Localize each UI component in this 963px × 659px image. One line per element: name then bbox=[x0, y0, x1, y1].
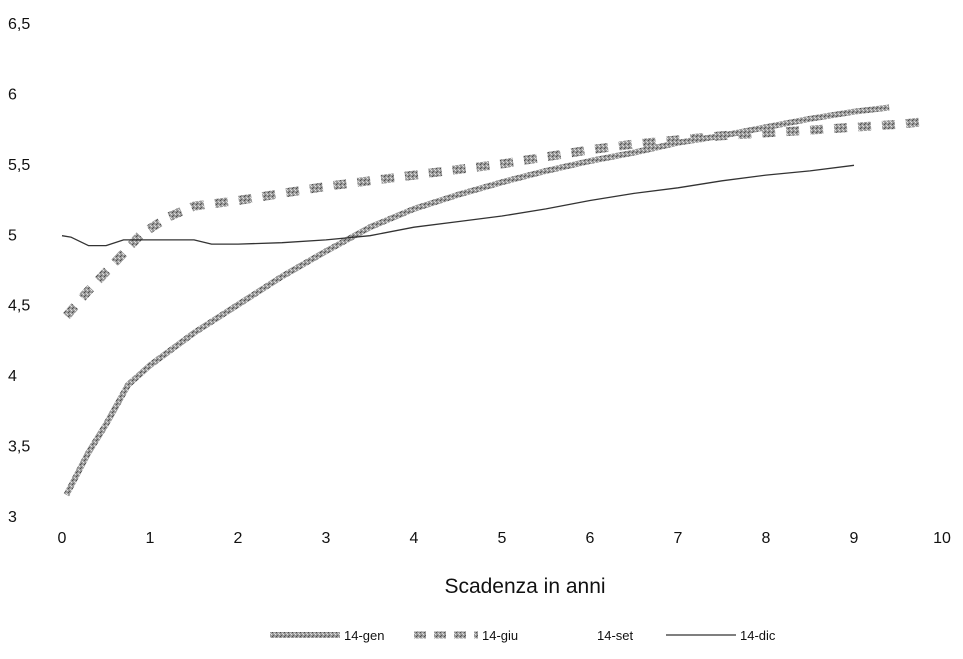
y-tick-label: 5 bbox=[8, 227, 17, 244]
series-line-14-giu bbox=[62, 117, 925, 319]
y-tick-label: 4,5 bbox=[8, 298, 30, 315]
x-axis-ticks: 0 1 2 3 4 5 6 7 8 9 10 bbox=[58, 530, 951, 547]
y-tick-label: 3 bbox=[8, 509, 17, 526]
y-axis-ticks: 3 3,5 4 4,5 5 5,5 6 6,5 bbox=[8, 16, 30, 526]
x-tick-label: 4 bbox=[410, 530, 419, 547]
series-lines bbox=[61, 104, 925, 497]
legend: 14-gen 14-giu 14-set 14-dic bbox=[270, 628, 776, 643]
x-tick-label: 7 bbox=[674, 530, 683, 547]
legend-label-14-gen: 14-gen bbox=[344, 628, 384, 643]
legend-label-14-dic: 14-dic bbox=[740, 628, 776, 643]
y-tick-label: 6,5 bbox=[8, 16, 30, 33]
x-tick-label: 2 bbox=[234, 530, 243, 547]
x-axis-title: Scadenza in anni bbox=[444, 575, 605, 598]
y-tick-label: 3,5 bbox=[8, 439, 30, 456]
x-tick-label: 8 bbox=[762, 530, 771, 547]
x-tick-label: 6 bbox=[586, 530, 595, 547]
legend-label-14-set: 14-set bbox=[597, 628, 634, 643]
legend-label-14-giu: 14-giu bbox=[482, 628, 518, 643]
x-tick-label: 0 bbox=[58, 530, 67, 547]
x-tick-label: 5 bbox=[498, 530, 507, 547]
y-tick-label: 4 bbox=[8, 368, 17, 385]
x-tick-label: 10 bbox=[933, 530, 951, 547]
x-tick-label: 1 bbox=[146, 530, 155, 547]
y-tick-label: 6 bbox=[8, 86, 17, 103]
series-line-14-dic bbox=[61, 164, 855, 247]
x-tick-label: 3 bbox=[322, 530, 331, 547]
y-tick-label: 5,5 bbox=[8, 157, 30, 174]
x-tick-label: 9 bbox=[850, 530, 859, 547]
